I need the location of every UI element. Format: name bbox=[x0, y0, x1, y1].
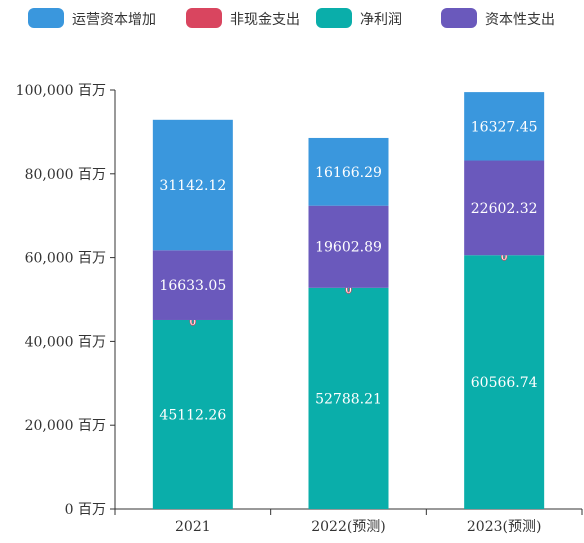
legend-swatch bbox=[441, 8, 477, 28]
bar-segment bbox=[308, 137, 389, 206]
data-label: 16633.05 bbox=[159, 278, 226, 294]
y-tick-label: 60,000 百万 bbox=[25, 251, 106, 267]
legend-swatch bbox=[186, 8, 222, 28]
legend-label: 净利润 bbox=[360, 12, 402, 28]
data-label-zero: 0 bbox=[501, 252, 507, 263]
bar-segment bbox=[152, 250, 233, 320]
x-tick-label: 2022(预测) bbox=[311, 519, 386, 535]
data-label-zero: 0 bbox=[345, 285, 351, 296]
x-tick-label: 2021 bbox=[175, 519, 211, 535]
data-label: 45112.26 bbox=[159, 407, 226, 423]
data-label: 16327.45 bbox=[471, 119, 538, 135]
bar-segment bbox=[152, 119, 233, 251]
data-label: 22602.32 bbox=[471, 201, 538, 217]
bar-segment bbox=[308, 205, 389, 288]
data-label-zero: 0 bbox=[190, 317, 196, 328]
x-tick-label: 2023(预测) bbox=[467, 519, 542, 535]
data-label: 31142.12 bbox=[159, 178, 226, 194]
legend-swatch bbox=[316, 8, 352, 28]
bar-segment bbox=[464, 92, 545, 161]
bar-segment bbox=[152, 319, 233, 509]
data-label: 19602.89 bbox=[315, 240, 382, 256]
bar-segment bbox=[464, 255, 545, 509]
y-tick-label: 0 百万 bbox=[65, 502, 106, 518]
data-label: 60566.74 bbox=[471, 375, 538, 391]
legend-swatch bbox=[28, 8, 64, 28]
data-label: 16166.29 bbox=[315, 165, 382, 181]
legend-label: 运营资本增加 bbox=[72, 12, 156, 28]
y-tick-label: 100,000 百万 bbox=[16, 83, 106, 99]
data-label: 52788.21 bbox=[315, 391, 382, 407]
bar-segment bbox=[308, 287, 389, 509]
y-tick-label: 80,000 百万 bbox=[25, 167, 106, 183]
y-tick-label: 40,000 百万 bbox=[25, 334, 106, 350]
y-tick-label: 20,000 百万 bbox=[25, 418, 106, 434]
legend-label: 非现金支出 bbox=[230, 12, 300, 28]
legend-label: 资本性支出 bbox=[485, 12, 555, 28]
bar-segment bbox=[464, 160, 545, 256]
